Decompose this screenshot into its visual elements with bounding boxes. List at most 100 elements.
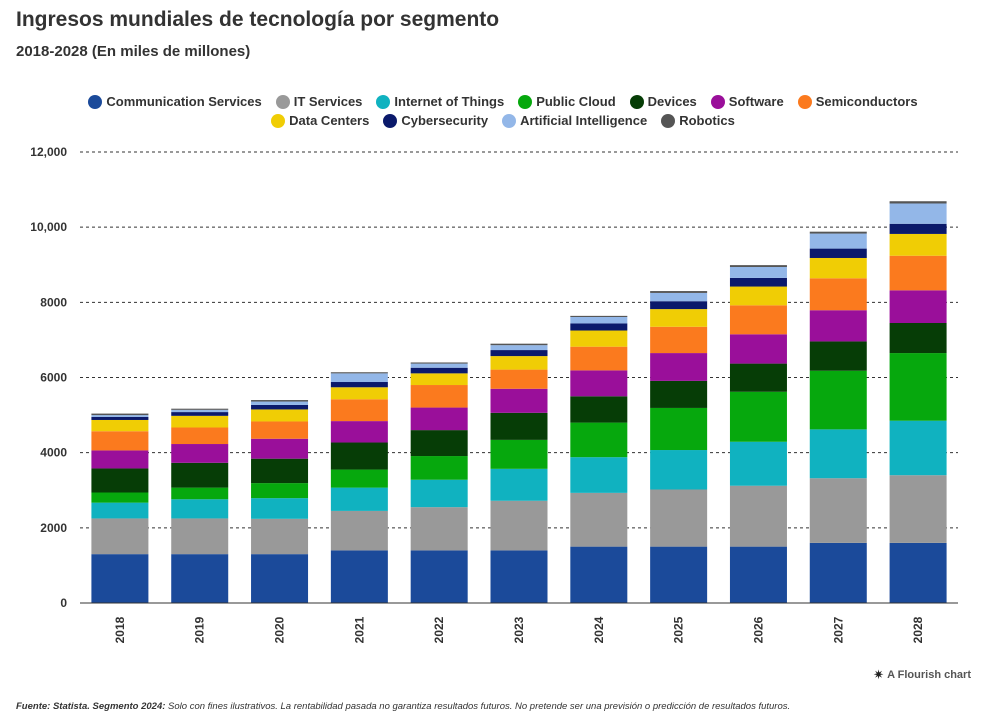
- bar-segment-data-centers-2026[interactable]: [729, 286, 787, 306]
- bar-segment-semiconductors-2024[interactable]: [570, 346, 628, 371]
- bar-segment-robotics-2019[interactable]: [171, 408, 229, 410]
- bar-segment-devices-2027[interactable]: [809, 341, 867, 371]
- bar-segment-data-centers-2023[interactable]: [490, 356, 548, 370]
- bar-segment-devices-2024[interactable]: [570, 396, 628, 423]
- bar-segment-internet-of-things-2026[interactable]: [729, 441, 787, 486]
- legend-item-communication-services[interactable]: Communication Services: [88, 94, 262, 109]
- bar-segment-cybersecurity-2019[interactable]: [171, 412, 229, 416]
- bar-segment-communication-services-2028[interactable]: [889, 542, 947, 603]
- legend-item-devices[interactable]: Devices: [629, 94, 697, 109]
- bar-segment-software-2019[interactable]: [171, 444, 229, 463]
- bar-segment-it-services-2021[interactable]: [330, 510, 388, 551]
- bar-segment-public-cloud-2023[interactable]: [490, 439, 548, 469]
- bar-segment-communication-services-2020[interactable]: [251, 554, 309, 603]
- bar-segment-robotics-2024[interactable]: [570, 315, 628, 317]
- bar-segment-semiconductors-2022[interactable]: [410, 385, 468, 408]
- bar-segment-cybersecurity-2024[interactable]: [570, 323, 628, 331]
- bar-segment-public-cloud-2026[interactable]: [729, 391, 787, 442]
- bar-segment-communication-services-2021[interactable]: [330, 550, 388, 603]
- bar-segment-devices-2018[interactable]: [91, 468, 149, 493]
- bar-segment-it-services-2026[interactable]: [729, 485, 787, 547]
- bar-segment-cybersecurity-2026[interactable]: [729, 277, 787, 287]
- bar-segment-cybersecurity-2028[interactable]: [889, 223, 947, 234]
- bar-segment-devices-2023[interactable]: [490, 412, 548, 440]
- bar-segment-artificial-intelligence-2018[interactable]: [91, 415, 149, 417]
- bar-segment-internet-of-things-2028[interactable]: [889, 420, 947, 476]
- bar-segment-it-services-2019[interactable]: [171, 518, 229, 555]
- bar-segment-internet-of-things-2027[interactable]: [809, 429, 867, 479]
- legend-item-robotics[interactable]: Robotics: [661, 113, 735, 128]
- bar-segment-public-cloud-2027[interactable]: [809, 370, 867, 430]
- bar-segment-communication-services-2027[interactable]: [809, 542, 867, 603]
- bar-segment-communication-services-2018[interactable]: [91, 554, 149, 603]
- bar-segment-data-centers-2027[interactable]: [809, 257, 867, 279]
- bar-segment-communication-services-2025[interactable]: [650, 546, 708, 603]
- bar-segment-devices-2025[interactable]: [650, 380, 708, 408]
- bar-segment-data-centers-2025[interactable]: [650, 309, 708, 327]
- bar-segment-public-cloud-2028[interactable]: [889, 353, 947, 421]
- bar-segment-internet-of-things-2018[interactable]: [91, 502, 149, 519]
- bar-segment-software-2026[interactable]: [729, 334, 787, 364]
- bar-segment-it-services-2018[interactable]: [91, 518, 149, 555]
- legend-item-data-centers[interactable]: Data Centers: [271, 113, 369, 128]
- bar-segment-software-2025[interactable]: [650, 353, 708, 381]
- bar-segment-devices-2020[interactable]: [251, 458, 309, 484]
- bar-segment-data-centers-2024[interactable]: [570, 330, 628, 347]
- legend-item-internet-of-things[interactable]: Internet of Things: [376, 94, 504, 109]
- bar-segment-it-services-2020[interactable]: [251, 518, 309, 555]
- bar-segment-robotics-2023[interactable]: [490, 343, 548, 346]
- bar-segment-robotics-2018[interactable]: [91, 413, 149, 416]
- bar-segment-robotics-2028[interactable]: [889, 201, 947, 204]
- bar-segment-artificial-intelligence-2025[interactable]: [650, 292, 708, 302]
- bar-segment-cybersecurity-2018[interactable]: [91, 416, 149, 420]
- bar-segment-data-centers-2028[interactable]: [889, 233, 947, 256]
- bar-segment-cybersecurity-2023[interactable]: [490, 350, 548, 357]
- bar-segment-semiconductors-2021[interactable]: [330, 399, 388, 422]
- bar-segment-software-2027[interactable]: [809, 310, 867, 342]
- bar-segment-it-services-2028[interactable]: [889, 475, 947, 543]
- bar-segment-artificial-intelligence-2019[interactable]: [171, 409, 229, 413]
- bar-segment-it-services-2022[interactable]: [410, 507, 468, 551]
- bar-segment-artificial-intelligence-2023[interactable]: [490, 345, 548, 351]
- bar-segment-public-cloud-2021[interactable]: [330, 469, 388, 488]
- bar-segment-communication-services-2019[interactable]: [171, 554, 229, 603]
- legend-item-artificial-intelligence[interactable]: Artificial Intelligence: [502, 113, 647, 128]
- bar-segment-robotics-2020[interactable]: [251, 400, 309, 402]
- bar-segment-public-cloud-2022[interactable]: [410, 456, 468, 480]
- bar-segment-robotics-2026[interactable]: [729, 265, 787, 268]
- bar-segment-semiconductors-2020[interactable]: [251, 421, 309, 439]
- bar-segment-internet-of-things-2023[interactable]: [490, 468, 548, 501]
- bar-segment-robotics-2027[interactable]: [809, 231, 867, 234]
- bar-segment-communication-services-2026[interactable]: [729, 546, 787, 603]
- legend-item-software[interactable]: Software: [710, 94, 784, 109]
- bar-segment-internet-of-things-2022[interactable]: [410, 479, 468, 508]
- bar-segment-software-2028[interactable]: [889, 290, 947, 324]
- bar-segment-devices-2021[interactable]: [330, 442, 388, 470]
- bar-segment-semiconductors-2027[interactable]: [809, 278, 867, 311]
- bar-segment-software-2023[interactable]: [490, 388, 548, 413]
- bar-segment-semiconductors-2026[interactable]: [729, 305, 787, 335]
- bar-segment-software-2022[interactable]: [410, 407, 468, 431]
- bar-segment-data-centers-2021[interactable]: [330, 387, 388, 400]
- bar-segment-it-services-2025[interactable]: [650, 489, 708, 547]
- bar-segment-semiconductors-2028[interactable]: [889, 255, 947, 291]
- bar-segment-semiconductors-2018[interactable]: [91, 431, 149, 451]
- flourish-credit[interactable]: ✷ A Flourish chart: [873, 667, 971, 683]
- bar-segment-internet-of-things-2019[interactable]: [171, 499, 229, 519]
- bar-segment-it-services-2024[interactable]: [570, 492, 628, 547]
- bar-segment-semiconductors-2023[interactable]: [490, 369, 548, 389]
- bar-segment-artificial-intelligence-2020[interactable]: [251, 401, 309, 405]
- bar-segment-devices-2019[interactable]: [171, 462, 229, 488]
- legend-item-public-cloud[interactable]: Public Cloud: [518, 94, 616, 109]
- bar-segment-internet-of-things-2024[interactable]: [570, 457, 628, 493]
- bar-segment-public-cloud-2018[interactable]: [91, 492, 149, 503]
- bar-segment-data-centers-2019[interactable]: [171, 415, 229, 428]
- bar-segment-artificial-intelligence-2021[interactable]: [330, 373, 388, 383]
- bar-segment-public-cloud-2019[interactable]: [171, 487, 229, 500]
- bar-segment-software-2024[interactable]: [570, 370, 628, 397]
- bar-segment-devices-2026[interactable]: [729, 363, 787, 392]
- bar-segment-public-cloud-2025[interactable]: [650, 407, 708, 451]
- bar-segment-artificial-intelligence-2024[interactable]: [570, 316, 628, 324]
- legend-item-it-services[interactable]: IT Services: [275, 94, 362, 109]
- bar-segment-semiconductors-2025[interactable]: [650, 326, 708, 354]
